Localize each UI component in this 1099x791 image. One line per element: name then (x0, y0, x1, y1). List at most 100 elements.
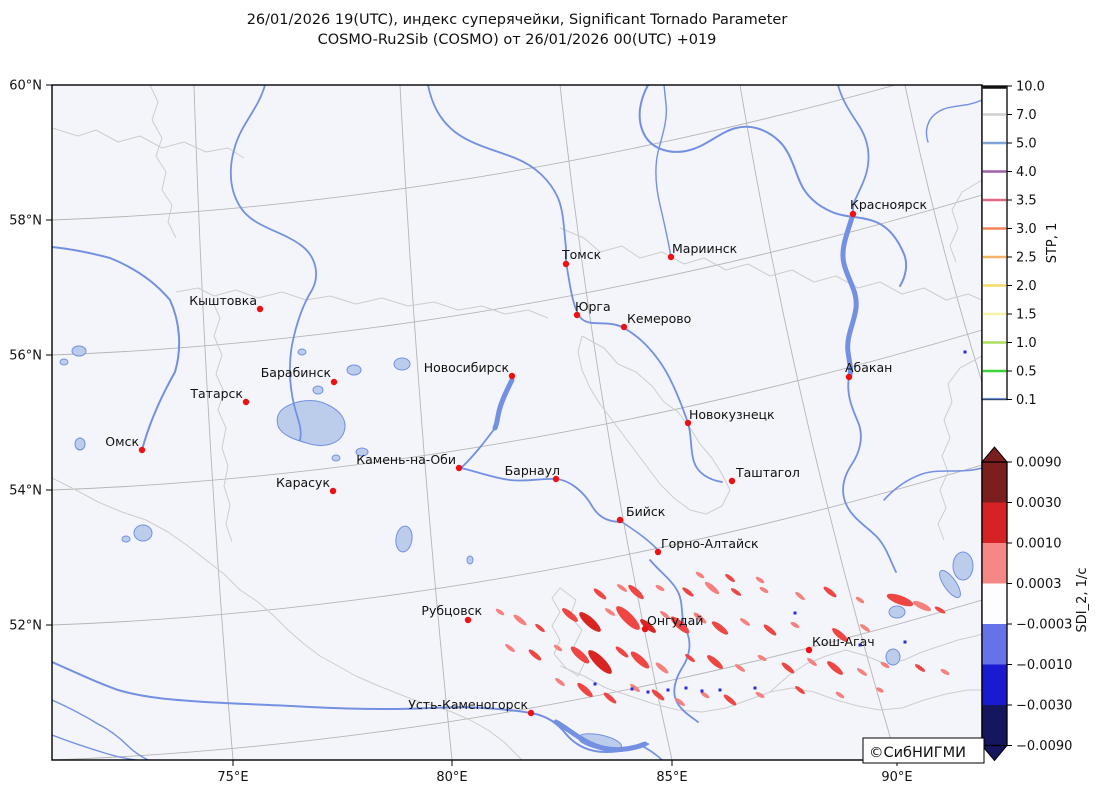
admin-boundary (559, 227, 982, 301)
lat-tick-label: 56°N (9, 349, 42, 364)
sdi-positive-streak (651, 689, 665, 701)
sdi-positive-streak (934, 606, 946, 614)
sdi-positive-streak (615, 646, 629, 658)
sdi-positive-streak (940, 668, 950, 676)
sdi-positive-streak (781, 662, 795, 674)
river (553, 719, 648, 753)
sdi-positive-streak (914, 664, 926, 672)
river (840, 211, 859, 380)
river (842, 376, 897, 573)
lake (355, 447, 369, 457)
admin-boundary (52, 477, 523, 760)
admin-boundary (559, 665, 982, 713)
sdi-positive-streak (707, 655, 723, 669)
chart-title-line2: COSMO-Ru2Sib (COSMO) от 26/01/2026 00(UT… (318, 32, 717, 48)
river (649, 559, 699, 723)
sdi-positive-streak (588, 650, 612, 674)
sdi-negative-speck (700, 689, 704, 693)
river (52, 734, 137, 760)
sdi-positive-streak (670, 616, 690, 634)
admin-boundary (937, 355, 982, 541)
sdi-positive-streak (886, 593, 914, 607)
city-label: Омск (105, 434, 139, 449)
lake (952, 551, 974, 581)
admin-boundary (149, 85, 177, 239)
city-label: Абакан (845, 360, 892, 375)
lake (331, 454, 341, 462)
city-marker (849, 210, 857, 218)
sdi-tick-label: −0.0003 (1016, 618, 1072, 633)
river (427, 85, 567, 263)
lake (71, 345, 87, 357)
stp-axis-title: STP, 1 (1045, 223, 1060, 264)
sdi-positive-streak (880, 661, 890, 669)
sdi-arrow-top (980, 446, 1009, 463)
sdi-segment (982, 583, 1007, 624)
stp-tick-label: 3.0 (1016, 222, 1037, 237)
sdi-positive-streak (795, 685, 805, 695)
sdi-positive-streak (562, 608, 578, 622)
sdi-positive-streak (725, 573, 735, 583)
sdi-positive-streak (655, 584, 665, 592)
sdi-positive-streak (603, 692, 617, 704)
map-background (52, 85, 982, 760)
sdi-positive-streak (912, 600, 932, 612)
sdi-negative-speck (718, 688, 722, 692)
city-marker (256, 305, 264, 313)
city-marker (508, 372, 516, 380)
stp-colorbar: 10.0 7.0 5.0 4.0 3.5 3.0 2.5 2.0 1.5 1.0 0.5 0.1 STP… (981, 80, 1060, 408)
river (883, 467, 982, 501)
sdi-positive-streak (763, 624, 777, 636)
graticule-parallel (52, 464, 982, 626)
city-marker (455, 464, 463, 472)
sdi-positive-streak (579, 612, 601, 632)
sdi-positive-streak (700, 691, 710, 699)
sdi-segment (982, 462, 1007, 503)
lake (121, 535, 131, 543)
graticule-parallel (52, 329, 982, 491)
copyright-text: ©СибНИГМИ (869, 745, 966, 761)
sdi-colorbar: 0.0090 0.0030 0.0010 0.0003 −0.0003 −0.0010 −0… (980, 446, 1090, 762)
sdi-positive-streak (553, 644, 563, 652)
sdi-positive-streak (693, 612, 707, 624)
city-label: Кемерово (627, 311, 691, 326)
lon-tick-label: 90°E (881, 770, 912, 785)
city-label: Кош-Агач (812, 634, 875, 649)
city-label: Красноярск (850, 197, 927, 212)
river (925, 99, 982, 143)
city-marker (527, 709, 535, 717)
city-marker (552, 475, 560, 483)
city-marker (330, 378, 338, 386)
sdi-positive-streak (675, 697, 685, 707)
sdi-positive-streak (655, 662, 669, 674)
stp-tick-label: 5.0 (1016, 137, 1037, 152)
stp-tick-label: 0.1 (1016, 393, 1037, 408)
stp-tick-label: 2.5 (1016, 251, 1037, 266)
sdi-positive-streak (640, 619, 656, 633)
city-marker (845, 373, 853, 381)
city-marker (464, 616, 472, 624)
river (621, 521, 659, 553)
sdi-positive-streak (628, 584, 644, 600)
sdi-tick-label: 0.0010 (1016, 537, 1062, 552)
lake-chany (276, 400, 346, 446)
sdi-positive-streak (739, 618, 751, 626)
city-marker (138, 446, 146, 454)
sdi-segment (982, 664, 1007, 705)
city-label: Бийск (626, 504, 666, 519)
stp-tick-label: 2.0 (1016, 279, 1037, 294)
city-label: Карасук (276, 475, 330, 490)
city-label: Мариинск (672, 241, 738, 256)
city-marker (573, 311, 581, 319)
city-label: Барнаул (505, 463, 560, 478)
admin-boundary (577, 335, 731, 515)
sdi-tick-label: 0.0003 (1016, 577, 1062, 592)
sdi-positive-streak (795, 591, 805, 601)
sdi-segment (982, 543, 1007, 584)
sdi-positive-streak (604, 608, 616, 616)
city-marker (667, 253, 675, 261)
city-marker (620, 323, 628, 331)
sdi-positive-streak (711, 621, 729, 635)
sdi-positive-streak (823, 586, 837, 598)
